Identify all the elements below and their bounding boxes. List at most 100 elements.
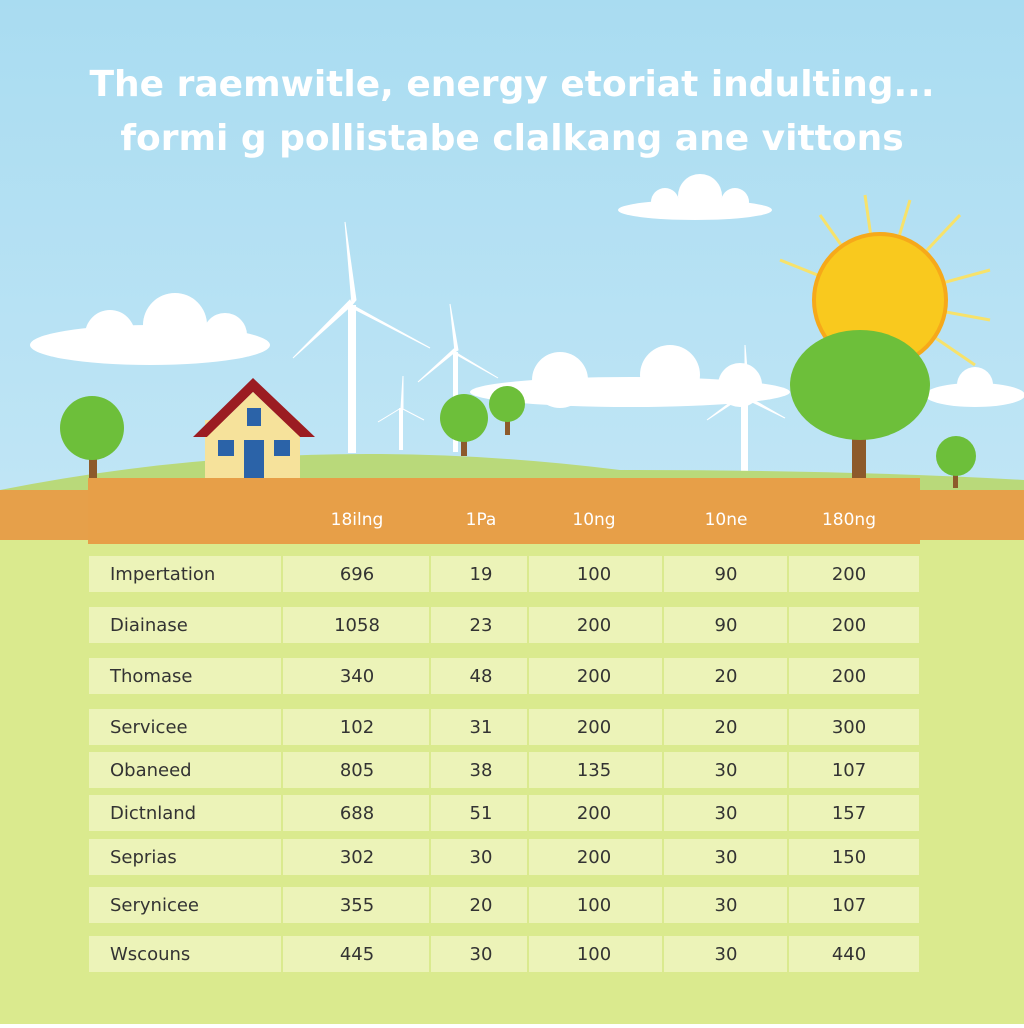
row-label: Thomase — [109, 666, 192, 687]
table-cell-bg — [431, 709, 527, 745]
table-cell: 200 — [577, 615, 611, 636]
table-cell: 20 — [715, 666, 738, 687]
table-cell: 688 — [340, 803, 374, 824]
table-cell: 31 — [470, 717, 493, 738]
table-cell: 200 — [832, 564, 866, 585]
house — [193, 378, 315, 478]
table-cell-bg — [431, 607, 527, 643]
table-cell-bg — [89, 607, 281, 643]
table-cell: 51 — [470, 803, 493, 824]
table-cell-bg — [89, 556, 281, 592]
table-cell-bg — [789, 887, 919, 923]
table-cell: 355 — [340, 895, 374, 916]
table-header-bar — [88, 478, 920, 544]
table-cell-bg — [789, 658, 919, 694]
table-cell: 100 — [577, 564, 611, 585]
table-cell-bg — [89, 795, 281, 831]
column-header: 18ilng — [331, 510, 384, 530]
table-cell-bg — [789, 709, 919, 745]
row-label: Serynicee — [110, 895, 199, 916]
table-cell: 157 — [832, 803, 866, 824]
table-cell-bg — [664, 795, 787, 831]
table-cell-bg — [664, 709, 787, 745]
table-cell: 102 — [340, 717, 374, 738]
table-cell-bg — [529, 936, 662, 972]
table-cell: 107 — [832, 760, 866, 781]
table-cell-bg — [664, 752, 787, 788]
table-cell: 107 — [832, 895, 866, 916]
table-cell-bg — [89, 839, 281, 875]
row-label: Impertation — [110, 564, 215, 585]
table-cell: 38 — [470, 760, 493, 781]
table-cell-bg — [431, 752, 527, 788]
table-cell: 300 — [832, 717, 866, 738]
table-cell: 20 — [470, 895, 493, 916]
table-cell: 20 — [715, 717, 738, 738]
table-cell: 30 — [715, 803, 738, 824]
table-cell-bg — [431, 795, 527, 831]
table-cell: 200 — [832, 666, 866, 687]
table-cell-bg — [664, 936, 787, 972]
table-cell: 90 — [715, 615, 738, 636]
table-cell-bg — [664, 887, 787, 923]
table-cell-bg — [789, 752, 919, 788]
table-cell-bg — [431, 887, 527, 923]
table-cell: 48 — [470, 666, 493, 687]
table-cell-bg — [664, 607, 787, 643]
table-cell-bg — [529, 556, 662, 592]
row-label: Wscouns — [110, 944, 190, 965]
row-label: Dictnland — [110, 803, 196, 824]
table-cell-bg — [283, 607, 429, 643]
table-cell-bg — [89, 709, 281, 745]
row-label: Obaneed — [110, 760, 192, 781]
table-cell: 23 — [470, 615, 493, 636]
table-cell-bg — [89, 658, 281, 694]
trees — [60, 330, 976, 488]
table-cell: 440 — [832, 944, 866, 965]
table-cell-bg — [789, 936, 919, 972]
table-cell: 90 — [715, 564, 738, 585]
table-cell: 100 — [577, 944, 611, 965]
table-cell-bg — [283, 752, 429, 788]
table-cell-bg — [664, 658, 787, 694]
table-cell-bg — [789, 839, 919, 875]
table-cell-bg — [431, 556, 527, 592]
table-cell-bg — [283, 658, 429, 694]
table-cell-bg — [529, 795, 662, 831]
title-line: The raemwitle, energy etoriat indulting.… — [89, 64, 934, 105]
table-cell: 30 — [715, 760, 738, 781]
column-header: 180ng — [822, 510, 876, 530]
table-cell-bg — [431, 936, 527, 972]
table: 18ilng 1Pa 10ng 10ne 180ng Impertation 696 19 10… — [89, 510, 919, 972]
table-cell-bg — [529, 839, 662, 875]
table-cell-bg — [283, 936, 429, 972]
table-cell: 150 — [832, 847, 866, 868]
table-cell-bg — [283, 839, 429, 875]
table-cell: 100 — [577, 895, 611, 916]
table-cell: 30 — [715, 944, 738, 965]
table-cell: 200 — [577, 847, 611, 868]
row-label: Diainase — [110, 615, 188, 636]
table-cell: 200 — [577, 803, 611, 824]
table-cell: 30 — [470, 944, 493, 965]
table-cell: 696 — [340, 564, 374, 585]
table-cell: 200 — [832, 615, 866, 636]
table-cell-bg — [89, 752, 281, 788]
column-header: 10ng — [572, 510, 615, 530]
table-cell-bg — [89, 887, 281, 923]
table-cell: 1058 — [334, 615, 380, 636]
table-cell-bg — [89, 936, 281, 972]
table-cell: 805 — [340, 760, 374, 781]
table-cell: 30 — [470, 847, 493, 868]
table-cell-bg — [431, 658, 527, 694]
row-label: Seprias — [110, 847, 177, 868]
table-cell-bg — [283, 887, 429, 923]
table-cell-bg — [664, 839, 787, 875]
row-label: Servicee — [110, 717, 188, 738]
table-cell-bg — [283, 709, 429, 745]
table-cell-bg — [789, 607, 919, 643]
table-cell: 302 — [340, 847, 374, 868]
table-cell: 200 — [577, 717, 611, 738]
table-cell: 200 — [577, 666, 611, 687]
